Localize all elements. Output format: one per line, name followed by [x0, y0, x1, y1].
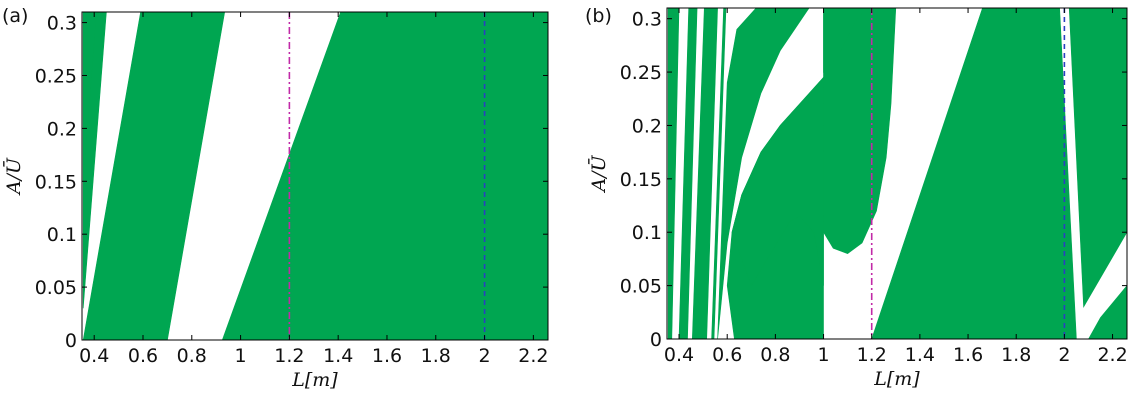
- stability-region-1: [667, 8, 680, 339]
- x-tick-label: 0.8: [760, 344, 790, 366]
- stability-region-3: [691, 8, 718, 339]
- y-tick-label: 0.25: [35, 65, 77, 87]
- panel-a: 0.4 0.6 0.8 1 1.2 1.4 1.6 1.8 2 2.2 0 0.05 0.1 0.15 0.…: [2, 5, 549, 391]
- x-tick-label: 0.4: [79, 345, 109, 367]
- x-tick-label: 1.6: [953, 344, 983, 366]
- stability-region-6: [717, 8, 810, 339]
- x-tick-label: 2: [479, 345, 491, 367]
- y-tick-label: 0.15: [620, 169, 662, 191]
- data-regions: [82, 12, 548, 340]
- x-axis-label: L[m]: [291, 369, 338, 391]
- x-tick-label: 1.6: [372, 345, 402, 367]
- y-axis-label: A/Ū: [2, 157, 25, 196]
- stability-region-11: [1068, 8, 1127, 309]
- y-tick-label: 0.1: [632, 222, 662, 244]
- stability-region-2: [221, 12, 548, 340]
- x-tick-label: 1.2: [274, 345, 304, 367]
- axes-frame: [666, 7, 1128, 340]
- x-tick-label: 2.2: [518, 345, 548, 367]
- stability-region-4: [711, 8, 727, 339]
- x-tick-label: 0.8: [177, 345, 207, 367]
- y-tick-label: 0.05: [620, 276, 662, 298]
- y-tick-label: 0.2: [47, 118, 77, 140]
- data-regions: [667, 8, 1127, 339]
- x-tick-label: 1: [235, 345, 247, 367]
- stability-region-1: [82, 12, 226, 340]
- y-tick-label: 0.15: [35, 171, 77, 193]
- stability-region-2: [678, 8, 698, 339]
- y-tick-label: 0.05: [35, 277, 77, 299]
- x-tick-label: 1: [817, 344, 829, 366]
- panel-label: (b): [585, 5, 612, 27]
- y-tick-label: 0.3: [47, 13, 77, 35]
- x-tick-label: 1.4: [905, 344, 935, 366]
- stability-region-9: [823, 8, 868, 73]
- x-tick-label: 1.4: [323, 345, 353, 367]
- axes-frame: [81, 11, 549, 341]
- stability-region-10: [871, 8, 1127, 339]
- x-tick-label: 0.6: [712, 344, 742, 366]
- x-tick-label: 2.2: [1097, 344, 1127, 366]
- x-tick-label: 1.8: [421, 345, 451, 367]
- panel-label: (a): [2, 5, 28, 27]
- y-tick-label: 0.1: [47, 224, 77, 246]
- x-tick-label: 2: [1058, 344, 1070, 366]
- x-tick-label: 1.8: [1001, 344, 1031, 366]
- stability-region-4: [82, 12, 97, 182]
- y-axis-label: A/Ū: [587, 154, 610, 193]
- x-tick-label: 0.6: [128, 345, 158, 367]
- x-tick-label: 1.2: [857, 344, 887, 366]
- y-tick-label: 0.3: [632, 9, 662, 31]
- y-tick-label: 0.2: [632, 115, 662, 137]
- panel-b: 0.4 0.6 0.8 1 1.2 1.4 1.6 1.8 2 2.2 0 0.05 0.1 0.15 0.…: [585, 5, 1128, 390]
- y-tick-label: 0: [65, 330, 77, 352]
- x-tick-label: 0.4: [664, 344, 694, 366]
- x-axis-label: L[m]: [873, 368, 920, 390]
- y-tick-label: 0: [650, 329, 662, 351]
- stability-region-8: [823, 8, 897, 254]
- y-tick-label: 0.25: [620, 62, 662, 84]
